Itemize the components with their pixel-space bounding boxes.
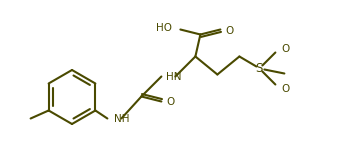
Text: S: S: [256, 62, 263, 75]
Text: NH: NH: [114, 115, 130, 125]
Text: O: O: [281, 43, 290, 53]
Text: O: O: [225, 26, 234, 36]
Text: HN: HN: [166, 71, 182, 81]
Text: O: O: [166, 97, 175, 107]
Text: HO: HO: [156, 23, 172, 33]
Text: O: O: [281, 84, 290, 94]
